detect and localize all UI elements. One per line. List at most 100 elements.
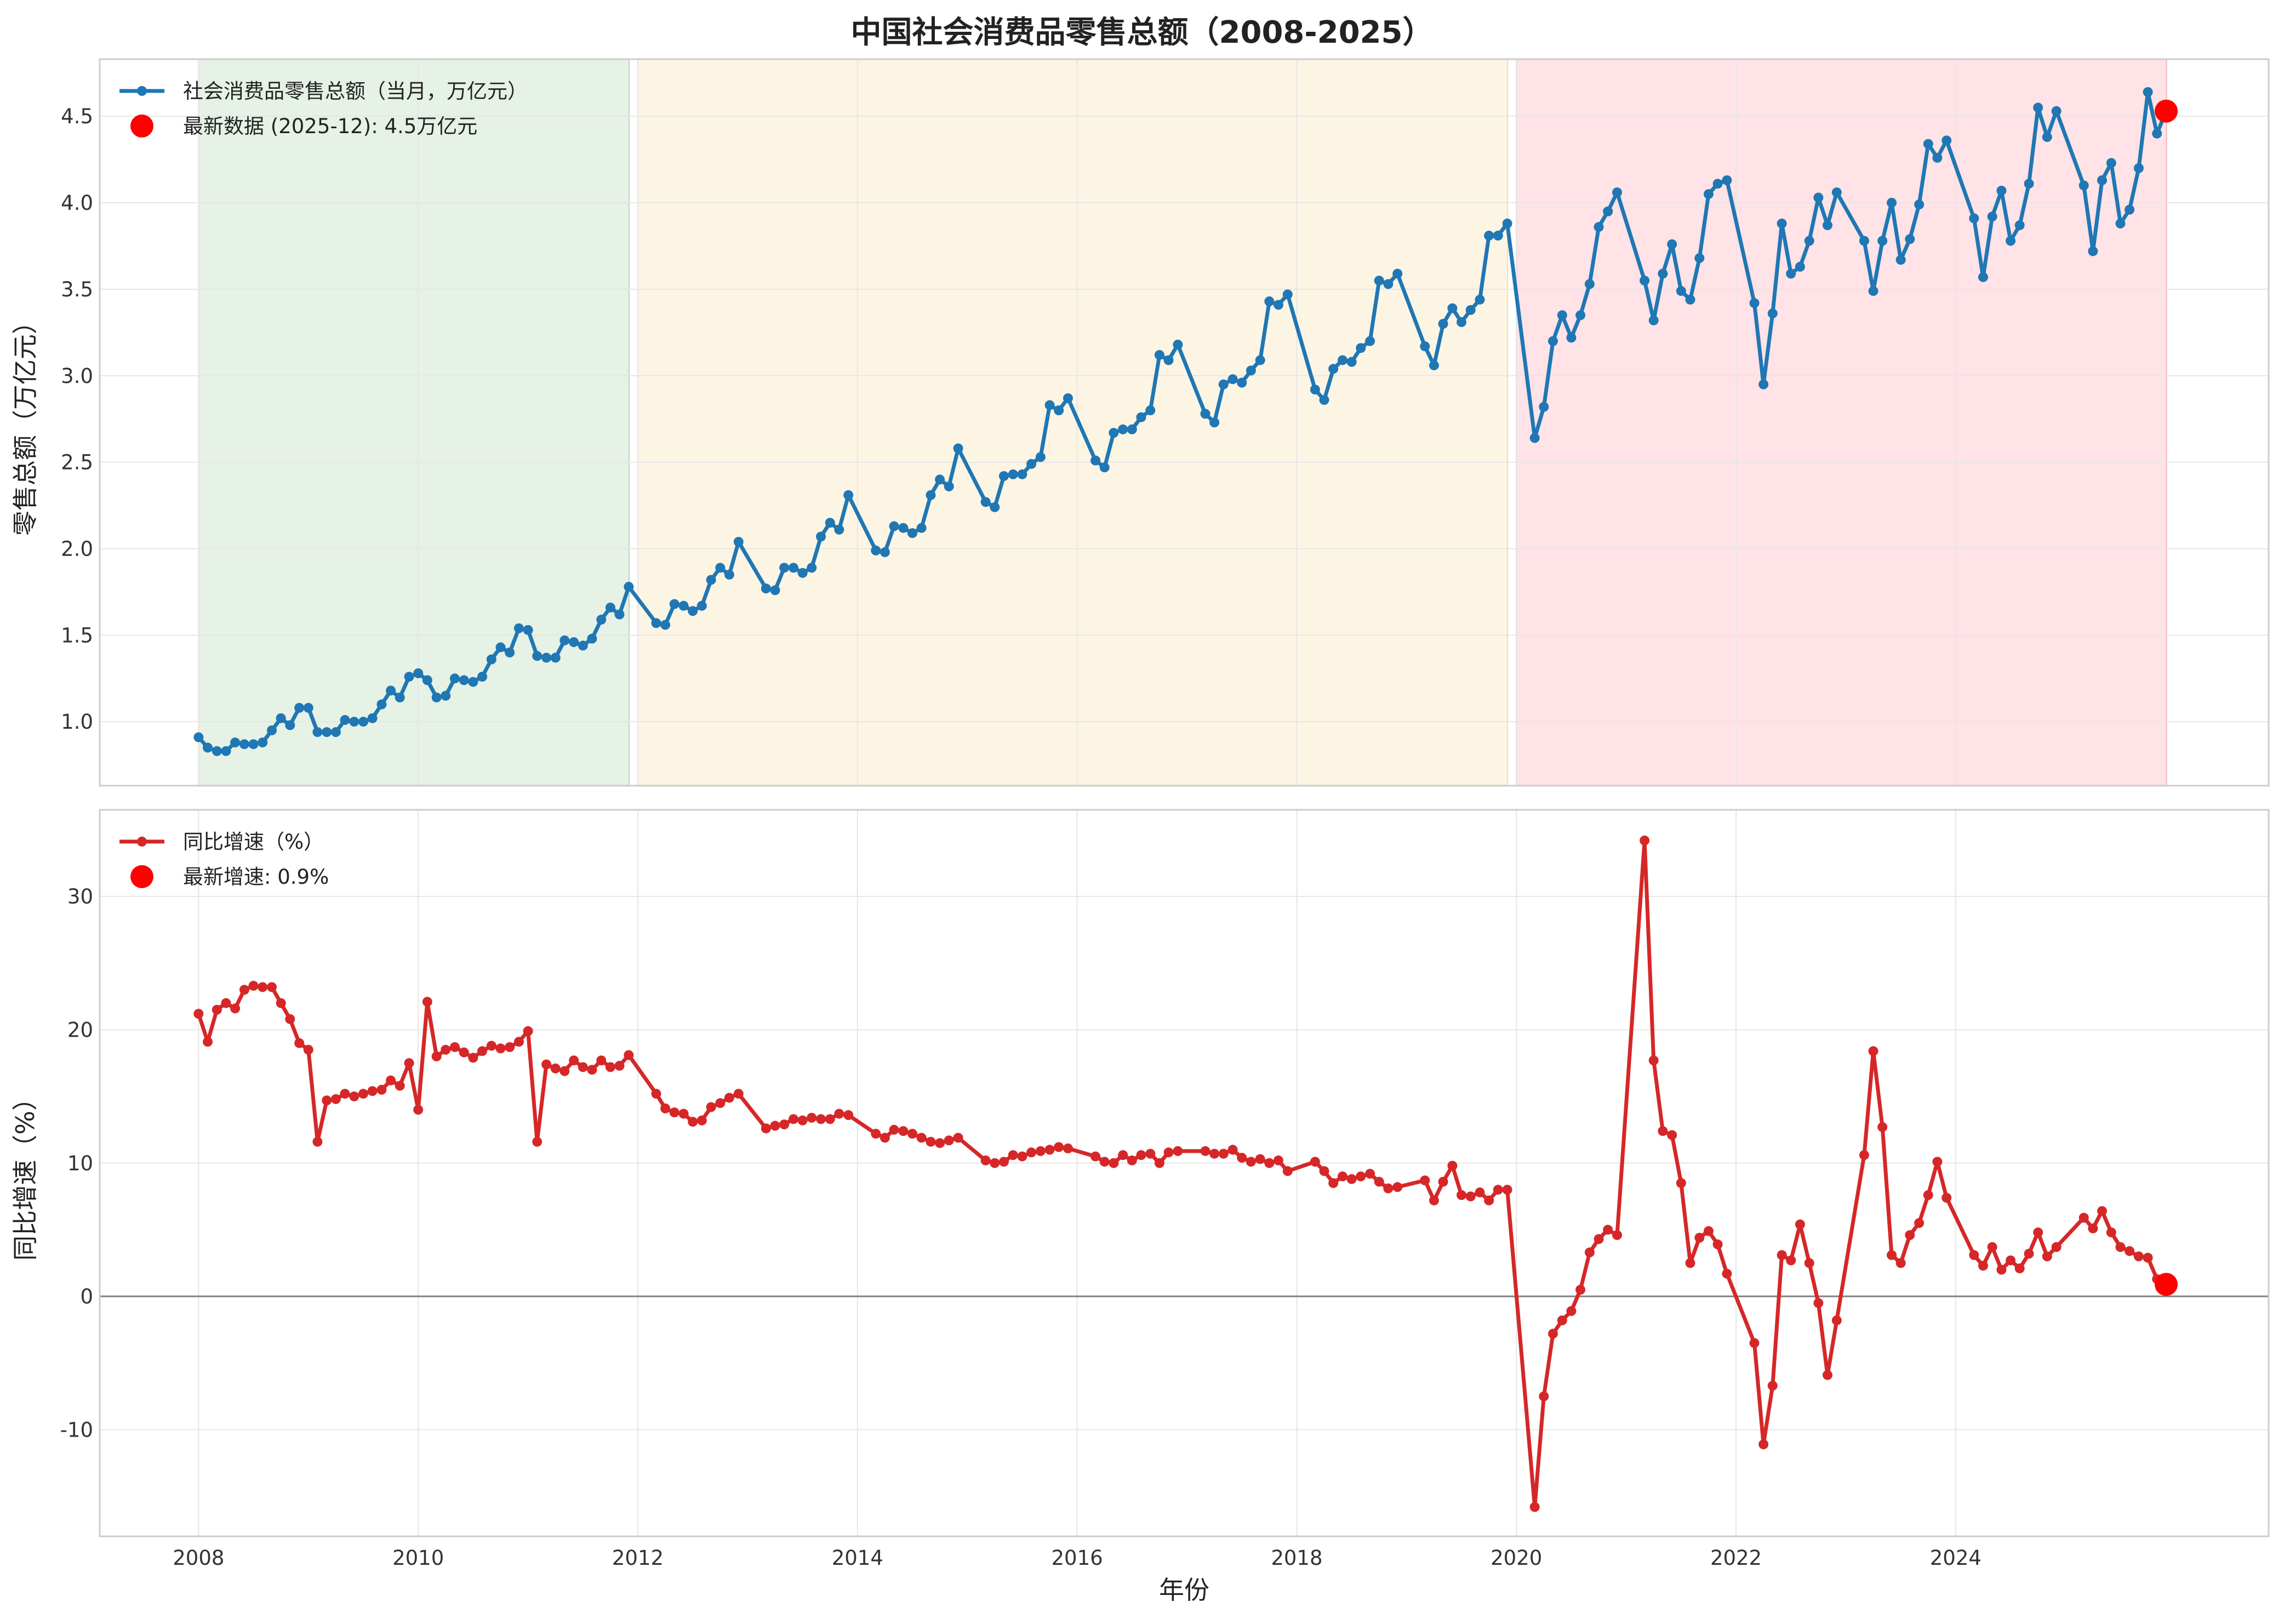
data-point — [944, 481, 954, 491]
data-point — [1822, 1370, 1832, 1380]
data-point — [2097, 175, 2107, 185]
data-point — [880, 547, 890, 557]
data-point — [2014, 220, 2025, 231]
data-point — [1273, 300, 1283, 310]
top-legend: 社会消费品零售总额（当月，万亿元） 最新数据 (2025-12): 4.5万亿元 — [119, 79, 528, 138]
data-point — [1996, 185, 2007, 196]
data-point — [1914, 1218, 1925, 1228]
data-point — [230, 1003, 241, 1014]
data-point — [1822, 220, 1832, 231]
data-point — [1328, 1178, 1339, 1188]
data-point — [1109, 427, 1119, 438]
data-point — [285, 720, 295, 730]
data-point — [2024, 1249, 2034, 1259]
data-point — [761, 584, 771, 594]
data-point — [1035, 452, 1046, 462]
data-point — [468, 1053, 478, 1063]
y-tick-label: 10 — [67, 1152, 93, 1175]
data-point — [1017, 469, 1027, 479]
data-point — [1154, 1158, 1164, 1168]
bottom-y-axis-label: 同比增速（%） — [10, 1085, 40, 1261]
data-point — [1539, 1391, 1549, 1402]
data-point — [1877, 1122, 1888, 1133]
data-point — [1099, 462, 1110, 473]
data-point — [944, 1135, 954, 1146]
data-point — [779, 1119, 790, 1130]
data-point — [486, 1040, 496, 1051]
data-point — [431, 692, 442, 702]
data-point — [1026, 1147, 1037, 1158]
data-point — [1932, 1157, 1943, 1167]
data-point — [980, 1155, 991, 1165]
data-point — [1493, 1185, 1503, 1195]
data-point — [1603, 206, 1613, 216]
data-point — [688, 1117, 698, 1127]
data-point — [532, 1136, 543, 1147]
data-point — [495, 642, 506, 653]
data-point — [724, 569, 734, 580]
data-point — [1447, 1160, 1458, 1171]
data-point — [1273, 1155, 1283, 1165]
data-point — [2097, 1206, 2107, 1216]
data-point — [807, 563, 817, 573]
y-tick-label: 0 — [80, 1285, 93, 1308]
data-point — [2143, 87, 2153, 97]
data-point — [843, 490, 854, 500]
data-point — [322, 1095, 332, 1106]
data-point — [1017, 1151, 1027, 1162]
data-point — [1218, 1148, 1229, 1159]
data-point — [1310, 385, 1320, 395]
data-point — [1438, 319, 1448, 329]
data-point — [1109, 1158, 1119, 1168]
data-point — [1044, 1145, 1055, 1155]
data-point — [916, 523, 927, 533]
data-point — [477, 1046, 488, 1056]
data-point — [1099, 1157, 1110, 1167]
data-point — [505, 647, 515, 657]
data-point — [1548, 1329, 1558, 1339]
data-point — [303, 702, 313, 713]
data-point — [202, 1037, 213, 1047]
data-point — [1612, 1230, 1622, 1240]
data-point — [422, 997, 432, 1007]
data-point — [1465, 1191, 1476, 1202]
data-point — [1722, 175, 1732, 185]
data-point — [1813, 192, 1824, 203]
data-point — [258, 737, 268, 748]
data-point — [1667, 1130, 1677, 1140]
data-point — [422, 675, 432, 685]
data-point — [1136, 412, 1146, 422]
data-point — [569, 637, 579, 647]
data-point — [267, 725, 277, 735]
data-point — [2051, 106, 2062, 116]
data-point — [2042, 132, 2052, 142]
data-point — [376, 699, 387, 710]
bottom-legend: 同比增速（%） 最新增速: 0.9% — [119, 830, 329, 889]
data-point — [715, 563, 726, 573]
data-point — [1804, 1258, 1814, 1268]
data-point — [596, 1055, 607, 1066]
data-point — [1127, 1155, 1137, 1165]
data-point — [1173, 1146, 1183, 1156]
data-point — [1255, 355, 1265, 365]
data-point — [1310, 1157, 1320, 1167]
data-point — [2079, 180, 2089, 191]
data-point — [2006, 236, 2016, 246]
data-point — [624, 1050, 634, 1060]
data-point — [1475, 294, 1485, 305]
data-point — [1465, 305, 1476, 315]
data-point — [1154, 350, 1164, 360]
data-point — [276, 998, 286, 1008]
data-point — [2079, 1213, 2089, 1223]
data-point — [1923, 139, 1933, 149]
data-point — [980, 497, 991, 507]
data-point — [1758, 1439, 1769, 1450]
data-point — [2024, 179, 2034, 189]
data-point — [1090, 1151, 1101, 1162]
data-point — [513, 1037, 524, 1047]
data-point — [907, 1129, 917, 1139]
data-point — [2006, 1255, 2016, 1266]
data-point — [1054, 405, 1064, 415]
data-point — [523, 625, 533, 635]
